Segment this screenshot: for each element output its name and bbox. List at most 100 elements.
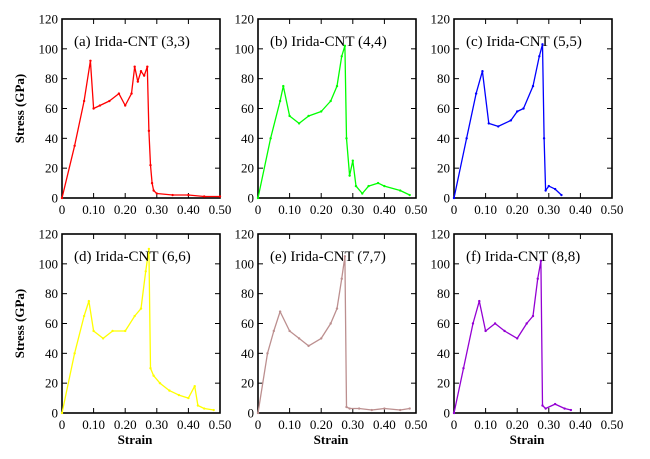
data-point: [553, 187, 557, 191]
data-point: [383, 184, 386, 188]
chart-panel-1: 0 20 40 60 80 100 120 0 0.10 0.20 0.30 0.40 0.50 (a) …: [12, 12, 231, 218]
data-point: [73, 352, 76, 355]
data-point: [493, 322, 497, 325]
data-point: [367, 184, 370, 188]
x-tick-label: 0: [59, 202, 66, 217]
data-point: [408, 193, 411, 197]
data-point: [282, 84, 285, 88]
data-point: [547, 184, 550, 188]
data-point: [101, 337, 105, 340]
chart-panel-6: 0 20 40 60 80 100 120 0 0.10 0.20 0.30 0.40 0.50 (f) …: [431, 227, 624, 448]
y-tick-label: 60: [437, 316, 450, 331]
x-tick-label: 0: [59, 417, 66, 432]
y-tick-label: 60: [437, 101, 450, 116]
plot-frame: [453, 233, 613, 414]
data-point: [465, 137, 468, 140]
data-point: [452, 196, 456, 200]
data-point: [462, 367, 465, 370]
y-tick-label: 80: [437, 286, 450, 301]
y-tick-label: 20: [437, 376, 450, 391]
data-point: [124, 104, 127, 107]
x-tick-label: 0.30: [537, 202, 560, 217]
x-tick-label: 0.40: [569, 202, 592, 217]
data-point: [108, 99, 111, 103]
data-point: [544, 189, 547, 192]
x-tick-label: 0.30: [145, 202, 168, 217]
data-point: [193, 384, 196, 388]
data-point: [497, 125, 500, 128]
x-tick-label: 0.40: [177, 202, 200, 217]
y-tick-label: 120: [431, 12, 451, 27]
data-point: [139, 70, 143, 73]
y-tick-label: 20: [45, 161, 58, 176]
data-point: [136, 80, 140, 83]
x-tick-label: 0: [451, 202, 458, 217]
x-tick-label: 0.40: [373, 202, 396, 217]
y-tick-label: 80: [45, 286, 58, 301]
data-point: [531, 314, 535, 318]
data-point: [297, 122, 301, 125]
data-point: [516, 337, 519, 340]
data-point: [536, 277, 539, 280]
x-tick-label: 0: [255, 417, 262, 432]
data-point: [343, 255, 347, 258]
x-tick-label: 0.30: [341, 417, 364, 432]
x-tick-label: 0.20: [310, 417, 333, 432]
data-point: [307, 344, 310, 348]
data-point: [343, 44, 347, 48]
data-point: [60, 196, 64, 200]
data-point: [150, 181, 154, 185]
data-point: [354, 184, 358, 188]
data-point: [203, 195, 206, 198]
y-tick-label: 80: [241, 71, 254, 86]
data-point: [196, 404, 200, 407]
x-axis-title: Strain: [118, 432, 153, 447]
x-tick-label: 0.40: [177, 417, 200, 432]
data-point: [525, 322, 528, 325]
x-tick-label: 0.20: [114, 417, 137, 432]
y-tick-label: 20: [241, 161, 254, 176]
data-point: [147, 129, 151, 133]
data-point: [329, 99, 332, 103]
data-point: [399, 408, 402, 412]
series-line: [257, 45, 410, 199]
data-point: [177, 393, 181, 397]
y-tick-label: 40: [437, 346, 450, 361]
data-point: [553, 402, 557, 406]
y-tick-label: 40: [437, 131, 450, 146]
data-point: [256, 411, 260, 415]
data-point: [149, 163, 152, 167]
data-point: [147, 247, 151, 251]
y-tick-label: 60: [241, 101, 254, 116]
data-point: [269, 137, 272, 140]
data-point: [361, 192, 364, 195]
y-tick-label: 80: [437, 71, 450, 86]
panel-label: (a) Irida-CNT (3,3): [74, 34, 190, 50]
data-point: [348, 174, 351, 177]
y-tick-label: 100: [431, 41, 451, 56]
y-tick-label: 120: [431, 227, 451, 242]
x-tick-label: 0.50: [405, 417, 428, 432]
x-axis-title: Strain: [510, 432, 545, 447]
x-tick-label: 0.40: [569, 417, 592, 432]
x-tick-label: 0.10: [278, 202, 301, 217]
data-point: [474, 92, 478, 95]
x-tick-label: 0.50: [405, 202, 428, 217]
data-point: [452, 411, 456, 415]
x-tick-label: 0.30: [145, 417, 168, 432]
data-point: [82, 99, 86, 103]
data-point: [307, 114, 310, 118]
chart-panel-2: 0 20 40 60 80 100 120 0 0.10 0.20 0.30 0.40 0.50 (b) …: [235, 12, 428, 218]
y-tick-label: 20: [437, 161, 450, 176]
data-point: [351, 159, 354, 162]
data-point: [478, 299, 481, 303]
data-point: [335, 307, 339, 310]
data-point: [144, 270, 147, 273]
data-point: [158, 381, 162, 385]
data-point: [348, 407, 351, 410]
y-tick-label: 0: [444, 191, 451, 206]
y-tick-label: 20: [45, 376, 58, 391]
data-point: [340, 55, 343, 58]
data-point: [544, 407, 547, 410]
